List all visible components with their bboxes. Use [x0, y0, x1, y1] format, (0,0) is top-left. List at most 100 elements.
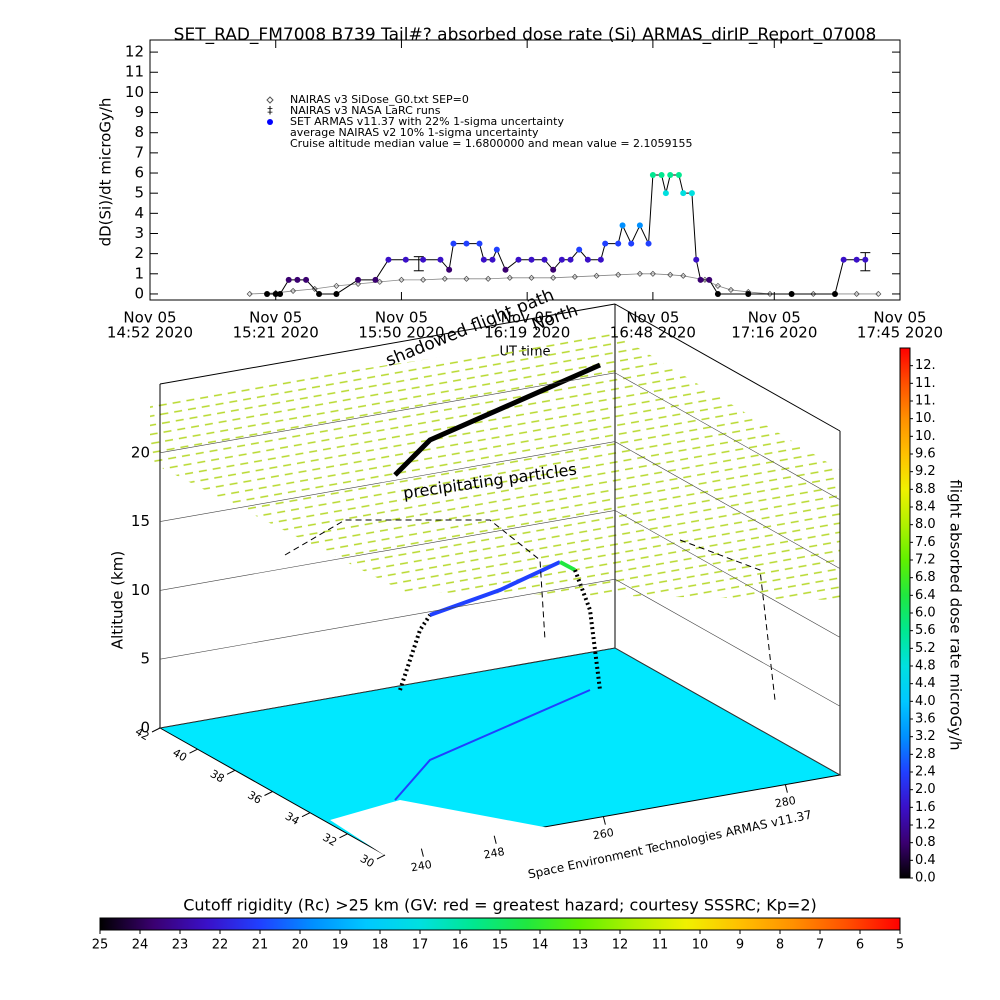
legend-marker	[267, 119, 273, 125]
colorbar-tick-label: 3.2	[915, 729, 936, 744]
annotation: Cruise altitude median value = 1.6800000…	[290, 137, 693, 150]
series-line	[267, 174, 866, 295]
y-tick-label: 6	[134, 164, 144, 182]
data-point	[294, 276, 301, 283]
data-point	[810, 290, 817, 298]
rc-colorbar	[99, 917, 901, 931]
box-edge	[614, 303, 841, 432]
colorbar-tick-label: 2.4	[915, 765, 936, 780]
y-tick-label: 3	[134, 224, 144, 242]
y-tick-label: 2	[134, 244, 144, 262]
data-point	[636, 222, 643, 229]
ascent-track	[398, 613, 432, 691]
data-point	[649, 172, 656, 179]
data-point	[667, 172, 674, 179]
rc-colorbar-tick-label: 15	[492, 938, 509, 953]
grid-line	[159, 441, 841, 569]
data-point	[528, 274, 535, 281]
grid-line	[159, 578, 841, 707]
lat-tick-label: 38	[208, 767, 227, 785]
data-point	[714, 282, 721, 289]
data-point	[645, 240, 652, 247]
rc-colorbar-tick-label: 25	[92, 938, 109, 953]
cruise-track-high	[559, 560, 576, 572]
data-point	[615, 271, 622, 278]
data-point	[402, 256, 409, 263]
data-point	[688, 190, 695, 197]
box-edge	[159, 303, 616, 385]
data-point	[706, 276, 713, 283]
z-tick-label: 0	[140, 719, 150, 737]
colorbar-tick-label: 8.0	[915, 517, 936, 532]
legend-label: NAIRAS v3 SiDose_G0.txt SEP=0	[290, 93, 469, 106]
y-tick-label: 7	[134, 143, 144, 161]
data-point	[697, 276, 704, 283]
data-point	[597, 256, 604, 263]
lon-tick	[784, 784, 788, 793]
x-tick-label: Nov 05	[375, 309, 428, 327]
rc-colorbar-tick-label: 20	[292, 938, 309, 953]
colorbar-tick-label: 1.2	[915, 818, 936, 833]
rc-colorbar-label: Cutoff rigidity (Rc) >25 km (GV: red = g…	[183, 896, 817, 915]
colorbar-tick-label: 12.	[915, 358, 936, 373]
data-point	[333, 290, 340, 297]
lon-tick	[493, 835, 497, 844]
grid-line	[159, 647, 841, 776]
data-point	[649, 270, 656, 277]
data-point	[550, 274, 557, 281]
lat-tick-label: 42	[133, 725, 152, 743]
y-tick-label: 12	[125, 43, 144, 61]
rc-contour	[679, 539, 776, 701]
rc-colorbar-tick-label: 9	[736, 938, 744, 953]
data-point	[558, 256, 565, 263]
data-point	[303, 276, 310, 283]
colorbar-tick-label: 2.8	[915, 747, 936, 762]
y-tick-label: 1	[134, 264, 144, 282]
lon-tick-label: 280	[774, 794, 797, 810]
data-point	[420, 256, 427, 263]
data-point	[875, 290, 882, 298]
data-point	[571, 273, 578, 280]
legend-label: NAIRAS v3 NASA LaRC runs	[290, 104, 441, 117]
colorbar-label: flight absorbed dose rate microGy/h	[947, 479, 965, 750]
rc-colorbar-tick-label: 16	[452, 938, 469, 953]
data-point	[264, 290, 271, 297]
data-point	[853, 256, 860, 263]
lat-tick	[301, 812, 311, 818]
colorbar-tick-label: 5.2	[915, 641, 936, 656]
data-point	[420, 276, 427, 283]
data-point	[285, 276, 292, 283]
data-point	[289, 287, 297, 294]
data-point	[437, 256, 444, 263]
data-point	[450, 240, 457, 247]
colorbar-tick-label: 2.0	[915, 782, 936, 797]
data-point	[502, 266, 509, 273]
lon-tick	[602, 816, 606, 825]
colorbar-tick-label: 11.	[915, 376, 936, 391]
data-point	[584, 256, 591, 263]
legend-marker: ‡	[267, 104, 273, 117]
data-point	[355, 280, 362, 287]
data-point	[333, 282, 340, 289]
rc-colorbar-tick-label: 17	[412, 938, 429, 953]
series-line	[249, 273, 879, 295]
data-point	[476, 240, 483, 247]
lat-tick	[376, 854, 386, 860]
data-point	[745, 290, 752, 297]
data-point	[862, 256, 869, 263]
lon-tick-label: 240	[410, 858, 433, 874]
lat-tick	[151, 727, 161, 733]
z-tick-label: 15	[131, 512, 150, 530]
data-point	[463, 275, 470, 282]
lat-tick-label: 30	[358, 852, 377, 870]
y-tick-label: 4	[134, 204, 144, 222]
lon-tick-label: 248	[483, 845, 506, 861]
data-point	[788, 290, 795, 297]
y-tick-label: 0	[134, 284, 144, 302]
data-point	[576, 246, 583, 253]
colorbar-tick-label: 4.4	[915, 676, 936, 691]
z-tick-label: 10	[131, 581, 150, 599]
data-point	[636, 270, 643, 277]
data-point	[550, 266, 557, 273]
y-tick-label: 8	[134, 123, 144, 141]
